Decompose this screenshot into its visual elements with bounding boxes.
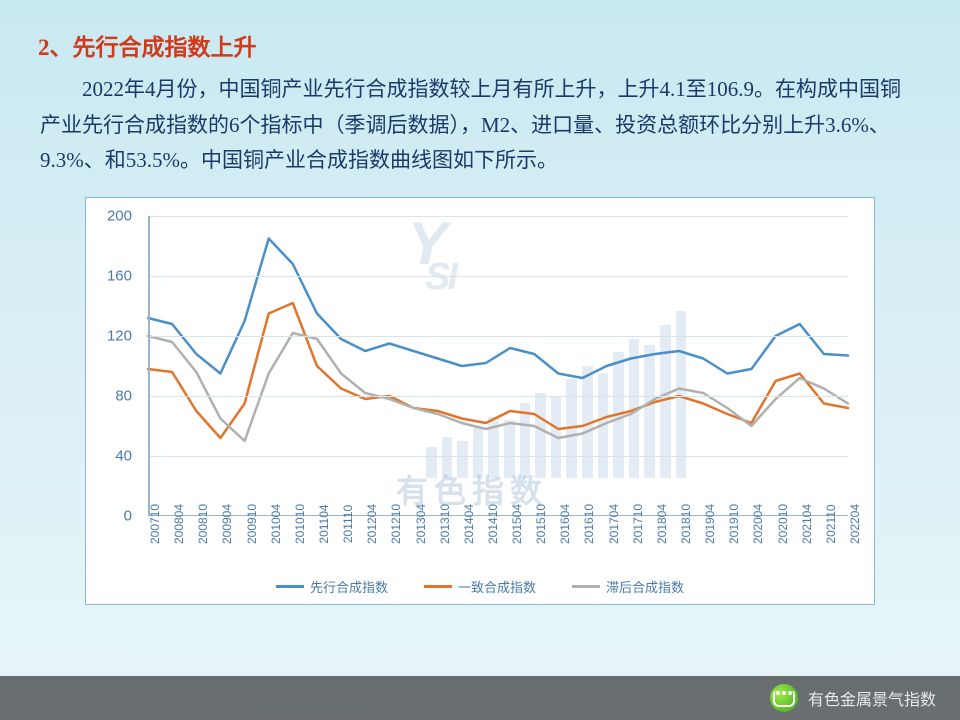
legend-label: 一致合成指数 xyxy=(458,577,536,596)
x-tick-label: 201110 xyxy=(341,505,355,543)
legend-item: 一致合成指数 xyxy=(424,577,536,596)
legend-item: 滞后合成指数 xyxy=(572,577,684,596)
y-axis: 04080120160200 xyxy=(86,216,142,516)
legend-swatch xyxy=(572,585,600,588)
legend-item: 先行合成指数 xyxy=(276,577,388,596)
x-tick-label: 201204 xyxy=(365,504,379,544)
x-axis: 2007102008042008102009042009102010042010… xyxy=(148,520,848,580)
x-tick-label: 200904 xyxy=(220,504,234,544)
gridline xyxy=(148,216,848,217)
x-tick-label: 201804 xyxy=(655,504,669,544)
composite-index-chart: YSI 有色指数 04080120160200 2007102008042008… xyxy=(85,197,875,605)
body-paragraph: 2022年4月份，中国铜产业先行合成指数较上月有所上升，上升4.1至106.9。… xyxy=(0,62,960,179)
x-tick-label: 201504 xyxy=(510,504,524,544)
x-tick-label: 201104 xyxy=(317,504,331,543)
x-tick-label: 201810 xyxy=(679,504,693,544)
y-tick-label: 120 xyxy=(107,328,132,345)
section-heading: 2、先行合成指数上升 xyxy=(0,0,960,62)
x-tick-label: 201704 xyxy=(607,504,621,544)
x-tick-label: 200710 xyxy=(148,504,162,544)
y-tick-label: 200 xyxy=(107,208,132,225)
x-tick-label: 202204 xyxy=(848,504,862,544)
x-tick-label: 201710 xyxy=(631,504,645,544)
y-tick-label: 40 xyxy=(115,448,132,465)
y-tick-label: 80 xyxy=(115,388,132,405)
x-tick-label: 201304 xyxy=(414,504,428,544)
series-先行合成指数 xyxy=(148,239,848,379)
x-tick-label: 200810 xyxy=(196,504,210,544)
x-tick-label: 202004 xyxy=(751,504,765,544)
y-tick-label: 0 xyxy=(124,508,132,525)
series-滞后合成指数 xyxy=(148,333,848,441)
x-tick-label: 200804 xyxy=(172,504,186,544)
gridline xyxy=(148,276,848,277)
x-tick-label: 201210 xyxy=(389,504,403,544)
x-tick-label: 202110 xyxy=(824,504,838,543)
chart-legend: 先行合成指数 一致合成指数 滞后合成指数 xyxy=(86,577,874,596)
x-tick-label: 201610 xyxy=(582,504,596,544)
x-tick-label: 201004 xyxy=(269,504,283,544)
legend-label: 先行合成指数 xyxy=(310,577,388,596)
x-tick-label: 201604 xyxy=(558,504,572,544)
wechat-icon xyxy=(770,684,798,712)
x-tick-label: 201510 xyxy=(534,504,548,544)
plot-area xyxy=(148,216,848,516)
x-tick-label: 201404 xyxy=(462,504,476,544)
x-tick-label: 201904 xyxy=(703,504,717,544)
x-tick-label: 201910 xyxy=(727,504,741,544)
x-tick-label: 200910 xyxy=(245,504,259,544)
footer-source-label: 有色金属景气指数 xyxy=(808,686,936,710)
x-tick-label: 202010 xyxy=(776,504,790,544)
x-tick-label: 201010 xyxy=(293,504,307,544)
legend-label: 滞后合成指数 xyxy=(606,577,684,596)
legend-swatch xyxy=(276,585,304,588)
gridline xyxy=(148,396,848,397)
paragraph-text: 2022年4月份，中国铜产业先行合成指数较上月有所上升，上升4.1至106.9。… xyxy=(40,77,901,172)
footer-bar: 有色金属景气指数 xyxy=(0,676,960,720)
x-tick-label: 201410 xyxy=(486,504,500,544)
x-tick-label: 201310 xyxy=(438,504,452,544)
line-series-svg xyxy=(148,216,848,516)
gridline xyxy=(148,456,848,457)
y-tick-label: 160 xyxy=(107,268,132,285)
legend-swatch xyxy=(424,585,452,588)
gridline xyxy=(148,336,848,337)
x-tick-label: 202104 xyxy=(800,504,814,544)
